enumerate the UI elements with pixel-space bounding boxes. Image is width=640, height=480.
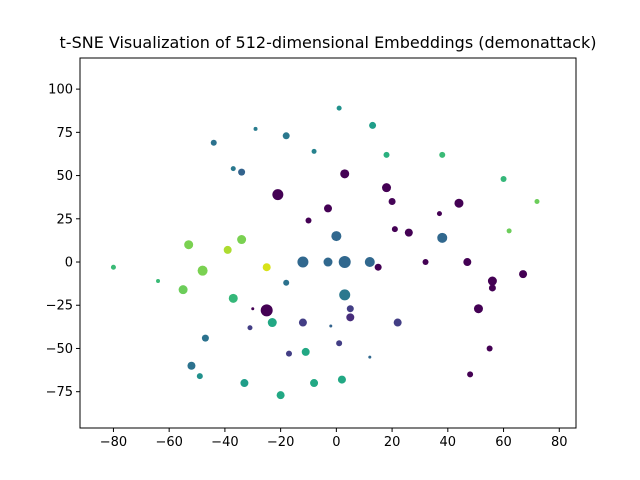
x-tick-label: 60 (495, 435, 512, 450)
scatter-points (110, 105, 540, 400)
scatter-point (467, 371, 474, 378)
scatter-point (383, 151, 390, 158)
y-tick-label: −25 (46, 299, 73, 314)
x-tick-label: 20 (384, 435, 401, 450)
scatter-point (238, 168, 246, 176)
scatter-point (382, 183, 392, 193)
scatter-point (331, 231, 342, 242)
x-tick-label: 0 (332, 435, 340, 450)
scatter-point (260, 304, 273, 317)
y-tick-label: 25 (56, 212, 73, 227)
scatter-point (391, 226, 398, 233)
plot-area-frame (79, 57, 577, 429)
scatter-point (422, 259, 429, 266)
scatter-point (184, 240, 194, 250)
y-tick-label: −75 (46, 385, 73, 400)
scatter-point (311, 148, 317, 154)
scatter-point (404, 228, 413, 237)
scatter-point (201, 334, 209, 342)
scatter-point (369, 121, 377, 129)
scatter-point (298, 318, 307, 327)
scatter-point (282, 132, 290, 140)
scatter-point (339, 289, 351, 301)
scatter-point (251, 307, 255, 311)
chart-title: t-SNE Visualization of 512-dimensional E… (60, 33, 597, 52)
scatter-point (436, 211, 442, 217)
scatter-point (374, 263, 382, 271)
y-tick-label: −50 (46, 342, 73, 357)
scatter-point (336, 340, 343, 347)
scatter-point (337, 375, 346, 384)
scatter-point (310, 379, 319, 388)
scatter-point (247, 325, 253, 331)
scatter-point (156, 279, 161, 284)
scatter-point (196, 373, 203, 380)
scatter-point (500, 176, 507, 183)
scatter-point (388, 198, 396, 206)
scatter-point (323, 257, 333, 267)
scatter-point (393, 318, 402, 327)
scatter-point (329, 324, 333, 328)
scatter-point (338, 256, 351, 269)
scatter-point (297, 256, 309, 268)
y-axis: −75 −50 −25 0 25 50 75 100 (46, 83, 80, 400)
scatter-point (267, 318, 277, 328)
scatter-point (364, 257, 375, 268)
scatter-point (368, 355, 372, 359)
scatter-point (301, 347, 310, 356)
scatter-point (178, 285, 188, 295)
scatter-point (439, 151, 446, 158)
scatter-point (487, 276, 497, 286)
scatter-point (262, 263, 271, 272)
scatter-point (488, 284, 496, 292)
scatter-point (237, 235, 247, 245)
scatter-point (228, 293, 238, 303)
scatter-point (187, 361, 196, 370)
scatter-point (463, 258, 472, 267)
x-tick-label: −80 (100, 435, 127, 450)
scatter-point (223, 245, 232, 254)
scatter-point (346, 305, 354, 313)
scatter-point (110, 264, 116, 270)
scatter-point (486, 345, 493, 352)
scatter-point (324, 204, 332, 213)
scatter-point (240, 379, 249, 388)
y-tick-label: 75 (56, 126, 73, 141)
x-tick-label: 80 (551, 435, 568, 450)
x-tick-label: −40 (211, 435, 238, 450)
scatter-point (276, 391, 285, 400)
x-tick-label: −20 (267, 435, 294, 450)
x-tick-label: −60 (155, 435, 182, 450)
scatter-point (340, 169, 350, 179)
scatter-point (519, 270, 528, 279)
scatter-point (506, 228, 512, 234)
scatter-point (253, 126, 258, 131)
x-tick-label: 40 (440, 435, 457, 450)
scatter-point (305, 217, 312, 224)
scatter-point (473, 304, 483, 314)
x-axis: −80 −60 −40 −20 0 20 40 60 80 (100, 428, 568, 450)
scatter-point (230, 166, 236, 172)
scatter-point (437, 232, 448, 243)
y-tick-label: 0 (65, 256, 73, 271)
y-tick-label: 100 (48, 83, 73, 98)
scatter-point (336, 105, 342, 111)
y-tick-label: 50 (56, 169, 73, 184)
scatter-point (210, 139, 217, 146)
scatter-point (346, 313, 355, 322)
scatter-point (197, 265, 208, 276)
scatter-point (285, 350, 292, 357)
scatter-point (272, 189, 284, 201)
scatter-point (534, 199, 540, 205)
scatter-point (454, 198, 464, 208)
scatter-point (283, 279, 290, 286)
